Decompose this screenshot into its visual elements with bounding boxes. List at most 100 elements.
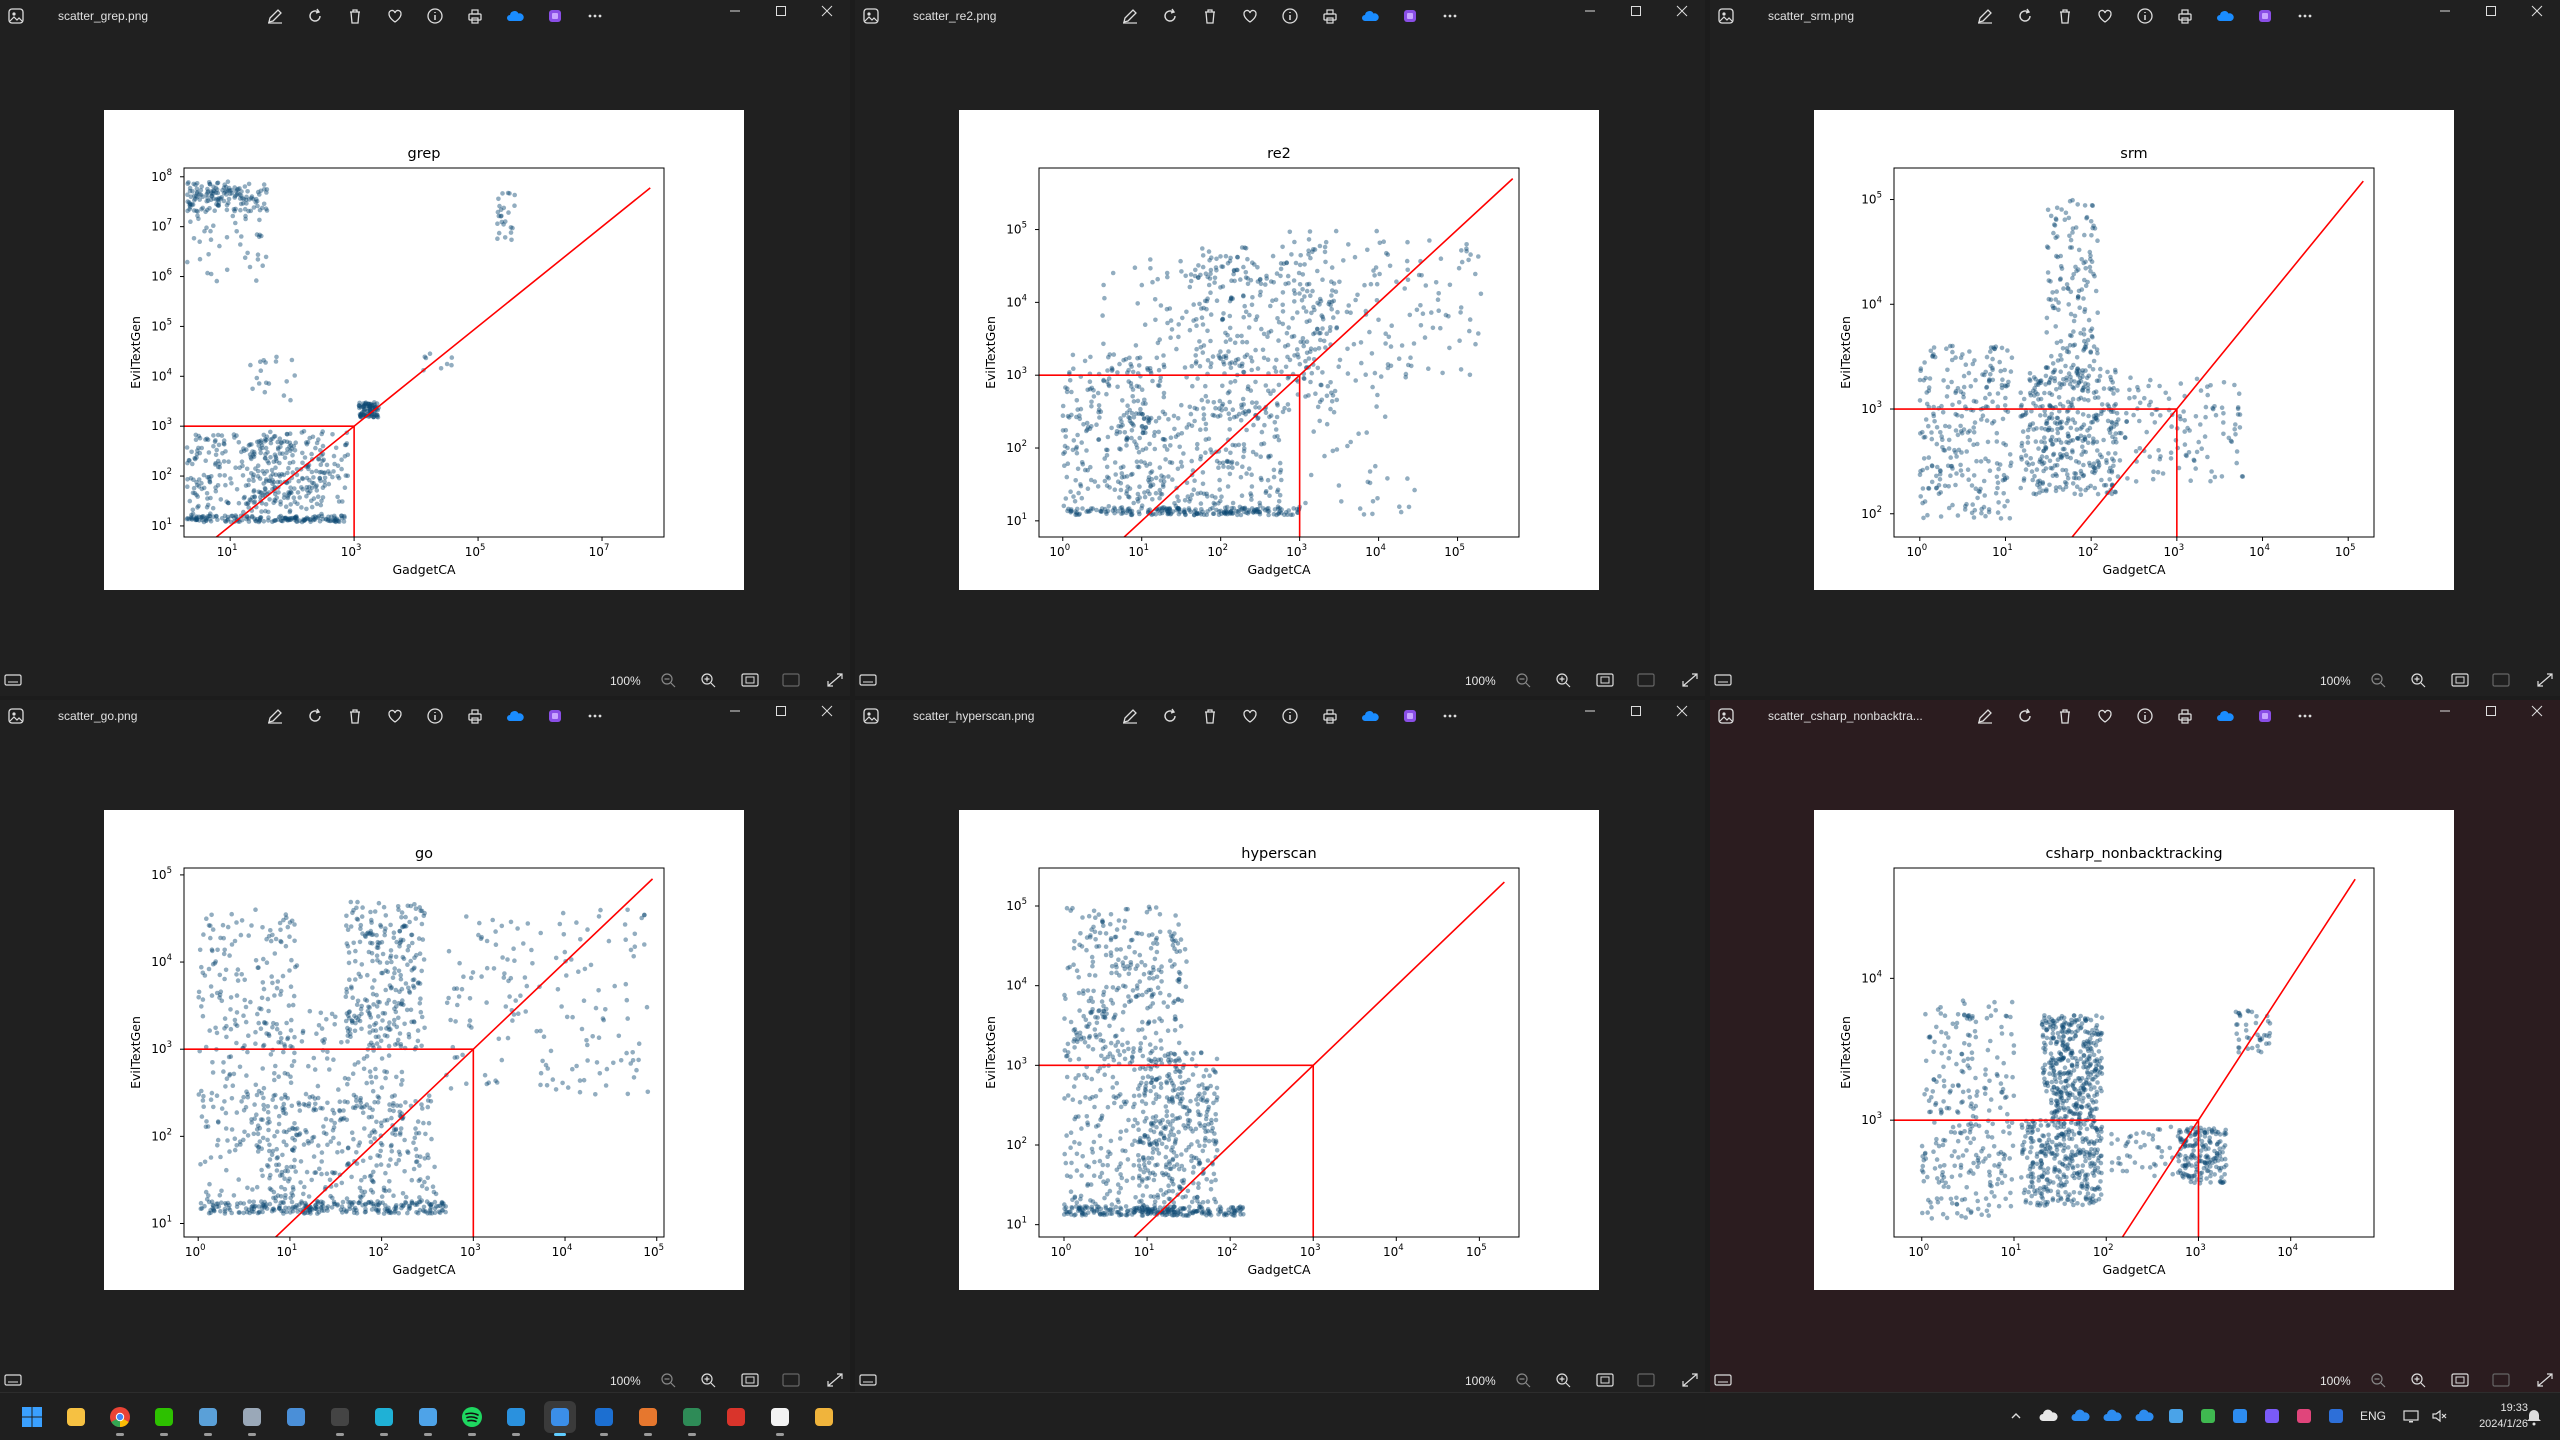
- maximize-button[interactable]: [1613, 700, 1659, 722]
- maximize-button[interactable]: [758, 700, 804, 722]
- filmstrip-icon[interactable]: [4, 1372, 22, 1388]
- favorite-icon[interactable]: [2085, 5, 2125, 27]
- favorite-icon[interactable]: [1230, 5, 1270, 27]
- more-icon[interactable]: [1430, 705, 1470, 727]
- maximize-button[interactable]: [758, 0, 804, 22]
- actual-size-icon[interactable]: [2492, 672, 2510, 688]
- close-button[interactable]: [1659, 700, 1705, 722]
- print-icon[interactable]: [2165, 5, 2205, 27]
- filmstrip-icon[interactable]: [1714, 672, 1732, 688]
- zoom-out-icon[interactable]: [2370, 672, 2388, 688]
- zoom-out-icon[interactable]: [660, 1372, 678, 1388]
- rotate-icon[interactable]: [295, 705, 335, 727]
- favorite-icon[interactable]: [375, 705, 415, 727]
- close-button[interactable]: [804, 0, 850, 22]
- zoom-level[interactable]: 100%: [610, 1374, 641, 1388]
- print-icon[interactable]: [1310, 5, 1350, 27]
- fullscreen-icon[interactable]: [1681, 672, 1699, 688]
- photos-window[interactable]: scatter_grep.png 101 103 105 107 101 102 103 104…: [0, 0, 850, 696]
- actual-size-icon[interactable]: [782, 672, 800, 688]
- print-icon[interactable]: [455, 5, 495, 27]
- edit-icon[interactable]: [255, 5, 295, 27]
- onedrive-icon[interactable]: [1350, 5, 1390, 27]
- minimize-button[interactable]: [1567, 700, 1613, 722]
- clipchamp-icon[interactable]: [535, 5, 575, 27]
- zoom-level[interactable]: 100%: [2320, 674, 2351, 688]
- delete-icon[interactable]: [335, 5, 375, 27]
- actual-size-icon[interactable]: [1637, 672, 1655, 688]
- minimize-button[interactable]: [712, 700, 758, 722]
- rotate-icon[interactable]: [295, 5, 335, 27]
- zoom-in-icon[interactable]: [700, 672, 718, 688]
- minimize-button[interactable]: [1567, 0, 1613, 22]
- favorite-icon[interactable]: [375, 5, 415, 27]
- photos-window[interactable]: scatter_go.png 100 101 102 103 104 105 101 102 10…: [0, 700, 850, 1396]
- more-icon[interactable]: [575, 5, 615, 27]
- onedrive-icon[interactable]: [2205, 5, 2245, 27]
- zoom-out-icon[interactable]: [660, 672, 678, 688]
- zoom-level[interactable]: 100%: [610, 674, 641, 688]
- image-canvas[interactable]: 101 103 105 107 101 102 103 104 105 106 107 108 grep…: [104, 110, 744, 590]
- close-button[interactable]: [2514, 0, 2560, 22]
- zoom-in-icon[interactable]: [700, 1372, 718, 1388]
- rotate-icon[interactable]: [1150, 705, 1190, 727]
- rotate-icon[interactable]: [1150, 5, 1190, 27]
- clipchamp-icon[interactable]: [1390, 705, 1430, 727]
- title-bar[interactable]: scatter_re2.png: [855, 0, 1705, 32]
- maximize-button[interactable]: [1613, 0, 1659, 22]
- filmstrip-icon[interactable]: [4, 672, 22, 688]
- fullscreen-icon[interactable]: [2536, 672, 2554, 688]
- title-bar[interactable]: scatter_srm.png: [1710, 0, 2560, 32]
- photos-window[interactable]: scatter_re2.png 100 101 102 103 104 105 101 102 1…: [855, 0, 1705, 696]
- zoom-level[interactable]: 100%: [1465, 674, 1496, 688]
- info-icon[interactable]: [2125, 5, 2165, 27]
- print-icon[interactable]: [455, 705, 495, 727]
- delete-icon[interactable]: [1190, 705, 1230, 727]
- info-icon[interactable]: [1270, 705, 1310, 727]
- image-canvas[interactable]: 100 101 102 103 104 105 101 102 103 104 105 re2 Gadg…: [959, 110, 1599, 590]
- delete-icon[interactable]: [335, 705, 375, 727]
- more-icon[interactable]: [1430, 5, 1470, 27]
- minimize-button[interactable]: [712, 0, 758, 22]
- more-icon[interactable]: [2285, 5, 2325, 27]
- edit-icon[interactable]: [1110, 705, 1150, 727]
- image-canvas[interactable]: 100 101 102 103 104 105 102 103 104 105 srm GadgetC…: [1814, 110, 2454, 590]
- clipchamp-icon[interactable]: [535, 705, 575, 727]
- zoom-out-icon[interactable]: [1515, 672, 1533, 688]
- onedrive-icon[interactable]: [495, 705, 535, 727]
- edit-icon[interactable]: [255, 705, 295, 727]
- photos-window[interactable]: scatter_hyperscan.png 100 101 102 103 104 105 1…: [855, 700, 1705, 1396]
- fit-to-window-icon[interactable]: [741, 672, 759, 688]
- info-icon[interactable]: [1270, 5, 1310, 27]
- clipchamp-icon[interactable]: [1390, 5, 1430, 27]
- info-icon[interactable]: [415, 5, 455, 27]
- close-button[interactable]: [1659, 0, 1705, 22]
- photos-window[interactable]: scatter_srm.png 100 101 102 103 104 105 102 103 1…: [1710, 0, 2560, 696]
- maximize-button[interactable]: [2468, 0, 2514, 22]
- fullscreen-icon[interactable]: [826, 1372, 844, 1388]
- delete-icon[interactable]: [1190, 5, 1230, 27]
- info-icon[interactable]: [415, 705, 455, 727]
- zoom-in-icon[interactable]: [2410, 672, 2428, 688]
- title-bar[interactable]: scatter_hyperscan.png: [855, 700, 1705, 732]
- print-icon[interactable]: [1310, 705, 1350, 727]
- zoom-in-icon[interactable]: [1555, 672, 1573, 688]
- more-icon[interactable]: [575, 705, 615, 727]
- clipchamp-icon[interactable]: [2245, 5, 2285, 27]
- image-canvas[interactable]: 100 101 102 103 104 105 101 102 103 104 105 go Gadge…: [104, 810, 744, 1290]
- edit-icon[interactable]: [1110, 5, 1150, 27]
- delete-icon[interactable]: [2045, 5, 2085, 27]
- minimize-button[interactable]: [2422, 0, 2468, 22]
- rotate-icon[interactable]: [2005, 5, 2045, 27]
- fullscreen-icon[interactable]: [826, 672, 844, 688]
- fit-to-window-icon[interactable]: [1596, 672, 1614, 688]
- onedrive-icon[interactable]: [495, 5, 535, 27]
- edit-icon[interactable]: [1965, 5, 2005, 27]
- onedrive-icon[interactable]: [1350, 705, 1390, 727]
- fit-to-window-icon[interactable]: [2451, 672, 2469, 688]
- actual-size-icon[interactable]: [782, 1372, 800, 1388]
- title-bar[interactable]: scatter_grep.png: [0, 0, 850, 32]
- filmstrip-icon[interactable]: [859, 672, 877, 688]
- title-bar[interactable]: scatter_go.png: [0, 700, 850, 732]
- image-canvas[interactable]: 100 101 102 103 104 105 101 102 103 104 105 hypersc…: [959, 810, 1599, 1290]
